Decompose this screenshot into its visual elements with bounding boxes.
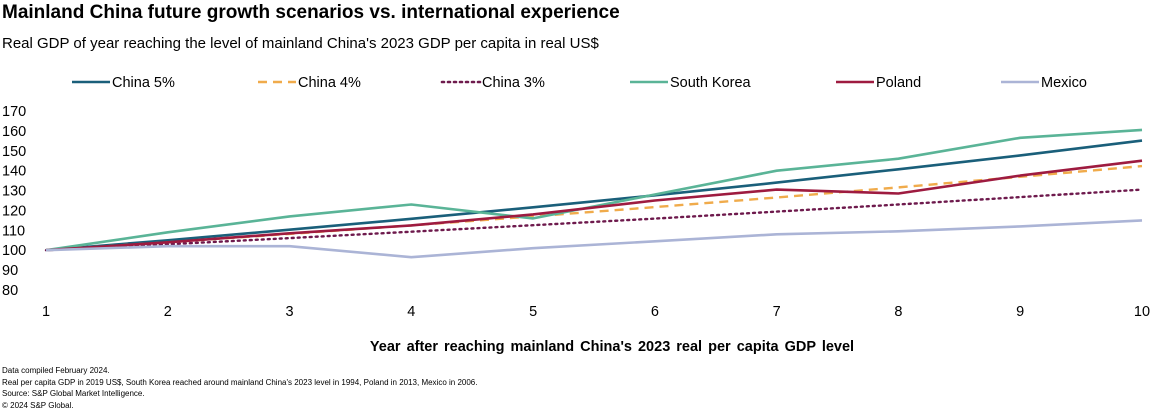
x-axis: 1 2 3 4 5 6 7 8 9 10 [42,304,1150,320]
chart-title: Mainland China future growth scenarios v… [2,2,620,23]
x-tick-label: 7 [773,304,781,320]
x-tick-label: 5 [529,304,537,320]
y-tick-label: 140 [2,164,26,180]
y-tick-label: 110 [2,223,25,239]
y-tick-label: 150 [2,144,26,160]
y-tick-label: 90 [2,263,18,279]
series-line-china-3 [44,188,1144,252]
footnote-copyright: © 2024 S&P Global. [2,400,74,410]
y-tick-label: 80 [2,283,18,299]
x-tick-label: 6 [651,304,659,320]
x-tick-label: 1 [42,304,50,320]
series-line-south-korea [45,128,1143,252]
series-line-china-5 [45,139,1143,252]
legend-label: China 3% [482,75,545,91]
y-tick-label: 100 [2,243,26,259]
x-axis-label: Year after reaching mainland China's 202… [370,339,854,355]
legend-label: China 5% [112,75,175,91]
y-tick-label: 130 [2,184,26,200]
x-tick-label: 10 [1134,304,1150,320]
x-tick-label: 9 [1016,304,1024,320]
footnote-definition: Real per capita GDP in 2019 US$, South K… [2,377,478,387]
chart-series [44,128,1144,259]
legend-label: China 4% [298,75,361,91]
series-line-poland [45,159,1143,252]
y-tick-label: 160 [2,124,26,140]
series-line-mexico [45,219,1143,259]
x-tick-label: 2 [164,304,172,320]
legend-label: Poland [876,75,921,91]
y-tick-label: 120 [2,203,26,219]
footnotes: Data compiled February 2024. Real per ca… [2,365,477,411]
legend-label: South Korea [670,75,752,91]
x-tick-label: 4 [407,304,415,320]
footnote-compiled: Data compiled February 2024. [2,366,110,375]
footnote-source: Source: S&P Global Market Intelligence. [2,389,145,398]
y-axis: 80 90 100 110 120 130 140 150 160 170 [2,104,26,299]
legend-label: Mexico [1041,75,1087,91]
y-tick-label: 170 [2,104,26,120]
chart-subtitle: Real GDP of year reaching the level of m… [2,35,599,52]
x-tick-label: 3 [286,304,294,320]
x-tick-label: 8 [894,304,902,320]
chart-legend: China 5% China 4% China 3% South Korea Polan… [72,75,1087,91]
